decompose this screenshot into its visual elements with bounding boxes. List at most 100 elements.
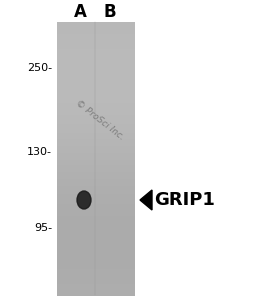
Bar xyxy=(57,62,135,63)
Bar xyxy=(57,23,135,25)
Bar xyxy=(57,118,135,119)
Bar xyxy=(57,192,135,195)
Bar xyxy=(57,159,135,160)
Bar xyxy=(57,248,135,250)
Bar xyxy=(57,75,135,77)
Bar xyxy=(57,261,135,263)
Bar xyxy=(57,194,135,196)
Bar xyxy=(57,108,135,110)
Bar xyxy=(57,70,135,72)
Bar xyxy=(57,217,135,219)
Bar xyxy=(57,188,135,190)
Bar xyxy=(57,78,135,80)
Bar xyxy=(57,112,135,114)
Bar xyxy=(57,176,135,178)
Bar xyxy=(57,105,135,107)
Bar xyxy=(57,191,135,193)
Bar xyxy=(57,36,135,38)
Bar xyxy=(57,150,135,152)
Bar xyxy=(57,289,135,291)
Bar xyxy=(57,90,135,92)
Bar xyxy=(57,294,135,296)
Bar xyxy=(57,29,135,31)
Bar xyxy=(57,287,135,289)
Bar xyxy=(57,96,135,98)
Bar xyxy=(57,103,135,104)
Bar xyxy=(57,284,135,286)
Bar xyxy=(57,51,135,53)
Text: GRIP1: GRIP1 xyxy=(154,191,215,209)
Bar xyxy=(57,79,135,81)
Bar xyxy=(57,227,135,229)
Bar xyxy=(57,71,135,73)
Bar xyxy=(57,37,135,39)
Text: © ProSci Inc.: © ProSci Inc. xyxy=(74,98,126,142)
Bar xyxy=(57,76,135,78)
Bar xyxy=(57,157,135,159)
Bar xyxy=(57,200,135,201)
Bar xyxy=(57,74,135,76)
Bar xyxy=(57,228,135,230)
Bar xyxy=(57,257,135,259)
Bar xyxy=(57,130,135,132)
Bar xyxy=(57,104,135,106)
Bar xyxy=(57,52,135,54)
Bar xyxy=(57,146,135,148)
Bar xyxy=(57,30,135,32)
Bar xyxy=(57,232,135,234)
Text: 95-: 95- xyxy=(34,223,52,233)
Bar xyxy=(57,64,135,66)
Bar xyxy=(57,244,135,246)
Bar xyxy=(57,203,135,205)
Bar xyxy=(57,281,135,283)
Bar xyxy=(57,160,135,162)
Bar xyxy=(57,41,135,43)
Bar xyxy=(57,145,135,147)
Bar xyxy=(57,253,135,255)
Bar xyxy=(57,94,135,96)
Ellipse shape xyxy=(77,191,91,209)
Bar xyxy=(57,48,135,50)
Text: 250-: 250- xyxy=(27,63,52,73)
Bar xyxy=(57,165,135,167)
Bar xyxy=(57,137,135,139)
Bar xyxy=(57,216,135,218)
Bar xyxy=(57,186,135,188)
Bar xyxy=(57,147,135,149)
Bar xyxy=(57,34,135,36)
Bar xyxy=(57,254,135,256)
Bar xyxy=(57,66,135,68)
Bar xyxy=(57,205,135,207)
Bar xyxy=(57,221,135,223)
Bar xyxy=(57,235,135,237)
Bar xyxy=(57,276,135,278)
Bar xyxy=(57,277,135,279)
Bar xyxy=(57,180,135,182)
Bar xyxy=(57,239,135,241)
Bar xyxy=(57,116,135,118)
Bar xyxy=(57,201,135,203)
Bar xyxy=(57,212,135,214)
Bar xyxy=(57,141,135,143)
Bar xyxy=(57,85,135,87)
Bar xyxy=(57,250,135,252)
Bar xyxy=(57,142,135,144)
Bar xyxy=(57,101,135,103)
Bar xyxy=(57,272,135,274)
Bar xyxy=(57,167,135,169)
Bar xyxy=(57,32,135,33)
Bar xyxy=(57,197,135,199)
Bar xyxy=(57,262,135,264)
Bar xyxy=(57,195,135,197)
Text: B: B xyxy=(104,3,116,21)
Bar xyxy=(57,285,135,287)
Bar xyxy=(57,67,135,69)
Bar xyxy=(57,168,135,170)
Bar xyxy=(57,155,135,156)
Bar xyxy=(57,100,135,102)
Bar xyxy=(57,60,135,62)
Bar xyxy=(57,149,135,151)
Bar xyxy=(57,59,135,61)
Bar xyxy=(57,69,135,70)
Bar xyxy=(57,213,135,215)
